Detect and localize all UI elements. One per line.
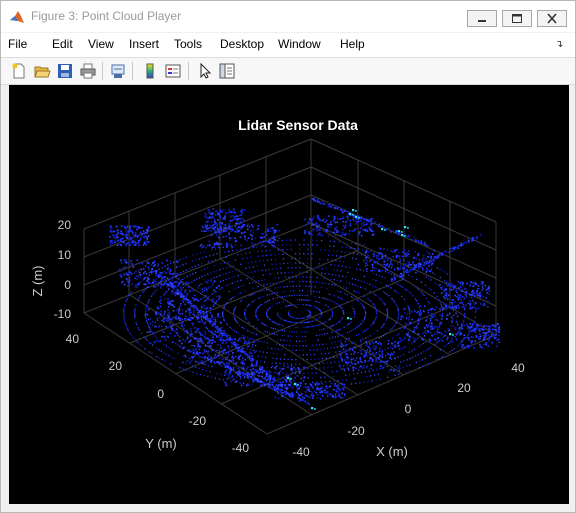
y-tick-label: 0 — [157, 387, 164, 401]
menu-insert[interactable]: Insert — [129, 37, 160, 51]
y-tick-label: 40 — [66, 332, 80, 346]
z-axis-label: Z (m) — [30, 265, 45, 296]
menu-tools[interactable]: Tools — [174, 37, 203, 51]
z-tick-label: 20 — [58, 218, 72, 232]
link-icon[interactable] — [109, 62, 127, 80]
open-folder-icon[interactable] — [33, 62, 51, 80]
z-tick-label: 0 — [64, 278, 71, 292]
toolbar-separator — [188, 62, 189, 80]
window-title: Figure 3: Point Cloud Player — [31, 9, 182, 23]
colorbar-icon[interactable] — [141, 62, 159, 80]
title-bar[interactable]: Figure 3: Point Cloud Player — [1, 1, 575, 32]
pointer-icon[interactable] — [196, 62, 214, 80]
dock-icon[interactable]: ↴ — [555, 39, 564, 50]
close-button[interactable] — [537, 10, 567, 27]
point-cloud — [109, 197, 501, 410]
legend-icon[interactable] — [164, 62, 182, 80]
toolbar-separator — [132, 62, 133, 80]
y-axis-label: Y (m) — [145, 436, 177, 451]
menu-desktop[interactable]: Desktop — [220, 37, 265, 51]
z-tick-label: 10 — [58, 248, 72, 262]
x-tick-label: -40 — [292, 445, 310, 459]
maximize-button[interactable] — [502, 10, 532, 27]
menu-edit[interactable]: Edit — [52, 37, 73, 51]
plot-title: Lidar Sensor Data — [238, 117, 358, 133]
point-cloud-plot: Lidar Sensor Data — [30, 117, 525, 459]
print-icon[interactable] — [79, 62, 97, 80]
menu-window[interactable]: Window — [278, 37, 321, 51]
menu-bar: File Edit View Insert Tools Desktop Wind… — [1, 33, 575, 58]
matlab-logo-icon — [10, 11, 24, 23]
y-tick-label: -40 — [232, 441, 250, 455]
x-tick-label: -20 — [347, 424, 365, 438]
x-tick-label: 0 — [405, 402, 412, 416]
toolbar-separator — [102, 62, 103, 80]
menu-help[interactable]: Help — [340, 37, 365, 51]
y-tick-label: -20 — [189, 414, 207, 428]
figure-toolbar — [1, 58, 575, 85]
y-tick-label: 20 — [109, 359, 123, 373]
x-tick-label: 20 — [457, 381, 471, 395]
save-icon[interactable] — [56, 62, 74, 80]
property-inspector-icon[interactable] — [218, 62, 236, 80]
x-tick-label: 40 — [511, 361, 525, 375]
plot-canvas[interactable]: Lidar Sensor Data — [9, 85, 569, 504]
z-tick-label: -10 — [54, 307, 72, 321]
x-axis-label: X (m) — [376, 444, 408, 459]
minimize-button[interactable] — [467, 10, 497, 27]
new-figure-icon[interactable] — [10, 62, 28, 80]
menu-file[interactable]: File — [8, 37, 28, 51]
menu-view[interactable]: View — [88, 37, 114, 51]
